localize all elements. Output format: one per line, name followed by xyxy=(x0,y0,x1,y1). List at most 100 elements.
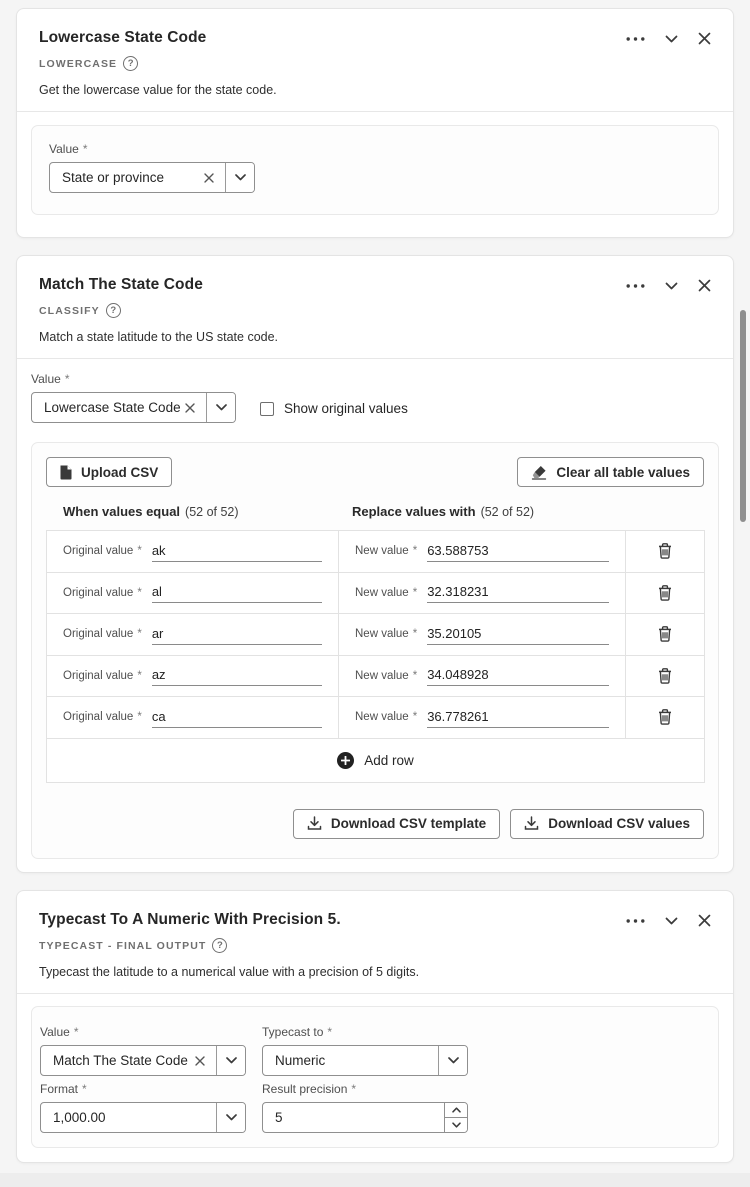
chevron-down-icon xyxy=(665,35,678,43)
format-picker[interactable]: 1,000.00 xyxy=(40,1102,246,1133)
combobox-selected-value: Lowercase State Code xyxy=(44,400,181,415)
add-row-button[interactable]: Add row xyxy=(47,738,704,782)
value-field: Value * Lowercase State Code xyxy=(31,372,236,423)
new-value-input[interactable] xyxy=(427,584,609,604)
upload-csv-button[interactable]: Upload CSV xyxy=(46,457,173,487)
chevron-down-icon xyxy=(447,1057,459,1064)
delete-row-button[interactable] xyxy=(655,665,675,687)
close-button[interactable] xyxy=(698,32,711,45)
function-type-label: LOWERCASE xyxy=(39,57,118,70)
original-value-input[interactable] xyxy=(151,667,322,687)
collapse-button[interactable] xyxy=(665,35,678,43)
close-icon xyxy=(698,32,711,45)
format-label: Format * xyxy=(40,1082,87,1096)
original-value-label: Original value * xyxy=(63,669,142,682)
value-combobox[interactable]: State or province xyxy=(49,162,255,193)
delete-row-button[interactable] xyxy=(655,623,675,645)
file-upload-icon xyxy=(60,465,72,480)
stepper-decrement-button[interactable] xyxy=(445,1118,467,1132)
clear-selection-button[interactable] xyxy=(193,1054,207,1068)
new-value-input[interactable] xyxy=(427,542,609,562)
new-value-input[interactable] xyxy=(427,667,609,687)
result-precision-field: Result precision * xyxy=(262,1082,468,1133)
page-bottom-band xyxy=(0,1173,750,1187)
result-precision-input[interactable] xyxy=(263,1103,444,1132)
dropdown-button[interactable] xyxy=(216,1046,245,1075)
function-type-label: TYPECAST - FINAL OUTPUT xyxy=(39,939,207,952)
collapse-button[interactable] xyxy=(665,917,678,925)
divider xyxy=(17,111,733,112)
when-values-header: When values equal (52 of 52) xyxy=(63,504,239,519)
card-description: Match a state latitude to the US state c… xyxy=(39,330,279,344)
delete-row-button[interactable] xyxy=(655,582,675,604)
trash-icon xyxy=(658,584,672,601)
chevron-down-icon xyxy=(215,404,227,411)
more-menu-button[interactable] xyxy=(626,283,645,288)
close-button[interactable] xyxy=(698,914,711,927)
trash-icon xyxy=(658,667,672,684)
function-type-label: CLASSIFY xyxy=(39,304,100,317)
more-menu-button[interactable] xyxy=(626,918,645,923)
download-icon xyxy=(307,816,322,831)
value-field: Value * Match The State Code xyxy=(40,1025,246,1076)
original-value-input[interactable] xyxy=(151,708,322,728)
original-value-input[interactable] xyxy=(151,584,322,604)
original-value-label: Original value * xyxy=(63,586,142,599)
dropdown-button[interactable] xyxy=(225,163,254,192)
lookup-table-panel: Upload CSV Clear all table values When v… xyxy=(31,442,719,859)
value-combobox[interactable]: Lowercase State Code xyxy=(31,392,236,423)
value-combobox[interactable]: Match The State Code xyxy=(40,1045,246,1076)
dropdown-button[interactable] xyxy=(216,1103,245,1132)
card-title: Typecast To A Numeric With Precision 5. xyxy=(39,911,341,928)
collapse-button[interactable] xyxy=(665,282,678,290)
more-menu-button[interactable] xyxy=(626,36,645,41)
stepper-increment-button[interactable] xyxy=(445,1103,467,1118)
clear-x-icon xyxy=(195,1055,205,1066)
original-value-label: Original value * xyxy=(63,628,142,641)
value-field-label: Value * xyxy=(31,372,70,386)
new-value-input[interactable] xyxy=(427,625,609,645)
help-icon[interactable]: ? xyxy=(105,303,121,318)
download-csv-values-button[interactable]: Download CSV values xyxy=(510,808,704,839)
new-value-label: New value * xyxy=(355,586,418,599)
scrollbar[interactable] xyxy=(740,310,746,522)
checkbox-box[interactable] xyxy=(260,401,274,416)
dropdown-button[interactable] xyxy=(438,1046,467,1075)
original-value-input[interactable] xyxy=(151,542,322,562)
new-value-label: New value * xyxy=(355,545,418,558)
delete-row-button[interactable] xyxy=(655,540,675,562)
table-row: Original value* New value* xyxy=(47,655,704,697)
typecast-to-field: Typecast to * Numeric xyxy=(262,1025,468,1076)
chevron-down-icon xyxy=(234,174,246,181)
delete-row-button[interactable] xyxy=(655,706,675,728)
picker-selected-value: Numeric xyxy=(275,1053,326,1068)
clear-selection-button[interactable] xyxy=(202,171,216,185)
download-csv-template-button[interactable]: Download CSV template xyxy=(292,808,501,839)
help-icon[interactable]: ? xyxy=(123,56,139,71)
card-body-panel: Value * State or province xyxy=(31,125,719,215)
trash-icon xyxy=(658,709,672,726)
trash-icon xyxy=(658,543,672,560)
new-value-label: New value * xyxy=(355,711,418,724)
original-value-input[interactable] xyxy=(151,625,322,645)
close-button[interactable] xyxy=(698,279,711,292)
chevron-down-icon xyxy=(665,282,678,290)
more-icon xyxy=(626,283,645,288)
combobox-selected-value: Match The State Code xyxy=(53,1053,188,1068)
checkbox-label: Show original values xyxy=(284,401,408,416)
more-icon xyxy=(626,918,645,923)
trash-icon xyxy=(658,626,672,643)
divider xyxy=(17,358,733,359)
plus-circle-icon xyxy=(337,751,355,769)
show-original-values-checkbox[interactable]: Show original values xyxy=(260,401,408,416)
clear-selection-button[interactable] xyxy=(183,401,197,415)
dropdown-button[interactable] xyxy=(206,393,235,422)
value-field-label: Value * xyxy=(40,1025,79,1039)
new-value-input[interactable] xyxy=(427,708,609,728)
table-row: Original value* New value* xyxy=(47,614,704,656)
help-icon[interactable]: ? xyxy=(212,938,228,953)
result-precision-label: Result precision * xyxy=(262,1082,357,1096)
typecast-to-picker[interactable]: Numeric xyxy=(262,1045,468,1076)
table-row: Original value* New value* xyxy=(47,697,704,739)
clear-table-button[interactable]: Clear all table values xyxy=(517,457,704,487)
